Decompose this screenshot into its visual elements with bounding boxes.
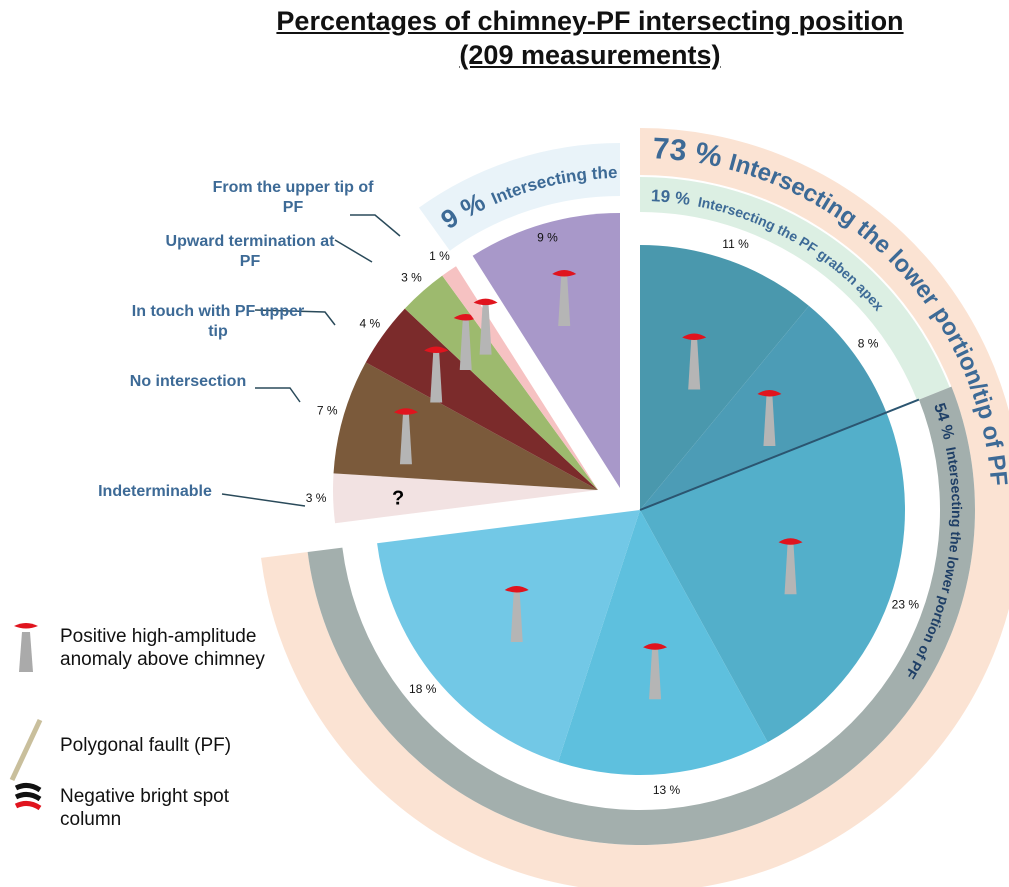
chart-title: Percentages of chimney-PF intersecting p… [276, 6, 904, 36]
anomaly-icon [757, 389, 782, 397]
value-label: 18 % [409, 682, 437, 696]
value-label: 9 % [537, 230, 558, 244]
value-label: 8 % [858, 336, 879, 350]
pie-slice [640, 412, 905, 743]
group-ring [418, 143, 620, 251]
chimney-icon [510, 591, 523, 642]
chimney-icon [688, 339, 701, 390]
value-label: 1 % [429, 249, 450, 263]
value-label: 23 % [892, 598, 920, 612]
category-label: In touch with PF upper tip [131, 303, 305, 340]
chart-subtitle: (209 measurements) [459, 40, 721, 70]
pie-slice [640, 245, 809, 510]
pie-slice [377, 510, 640, 763]
divider [639, 398, 920, 511]
anomaly-icon [393, 408, 418, 415]
value-label: 4 % [360, 316, 381, 330]
value-label: 13 % [653, 783, 681, 797]
pie-slice [640, 305, 887, 510]
pie-slice [333, 362, 598, 490]
anomaly-icon [778, 538, 803, 545]
legend-label: Negative bright spot column [60, 786, 229, 830]
chimney-icon [763, 395, 776, 446]
chimney-icon [479, 304, 492, 355]
legend-icons [9, 623, 43, 811]
unknown-icon: ? [392, 487, 404, 509]
value-label: 3 % [401, 271, 422, 285]
pie-slice [472, 213, 620, 488]
leader-line [334, 239, 373, 263]
legend-icon [14, 800, 42, 811]
chimney-icon [649, 649, 662, 700]
chimney-icon [430, 352, 443, 403]
leader-line [221, 493, 306, 507]
leader-line [254, 309, 336, 326]
pie-slice [365, 308, 598, 490]
value-label: 11 % [722, 237, 749, 251]
legend-label: Polygonal faullt (PF) [60, 735, 232, 756]
anomaly-icon [424, 346, 449, 353]
anomaly-icon [552, 269, 577, 277]
legend-icon [14, 782, 42, 793]
category-label: From the upper tip of PF [212, 179, 374, 216]
chimney-icon [784, 544, 797, 595]
leader-line [255, 387, 301, 403]
legend-icon [14, 791, 42, 802]
anomaly-icon [682, 333, 707, 340]
chimney-icon [459, 319, 472, 370]
legend-label: Positive high-amplitude anomaly above ch… [60, 626, 265, 670]
leader-line [350, 214, 401, 237]
category-label: No intersection [129, 373, 247, 390]
pie-slice [558, 510, 768, 775]
pie-slice [442, 266, 598, 490]
chimney-icon [558, 275, 571, 326]
chimney-icon [399, 414, 412, 465]
value-label: 7 % [317, 403, 338, 417]
category-label: Indeterminable [98, 483, 212, 500]
anomaly-icon [643, 643, 668, 650]
legend-icon [19, 632, 33, 672]
anomaly-icon [504, 585, 529, 593]
pie-slice [333, 473, 598, 524]
category-label: Upward termination at PF [165, 233, 335, 270]
legend-icon [14, 623, 38, 629]
legend-icon [9, 718, 43, 782]
pie-slice [404, 275, 598, 490]
anomaly-icon [473, 298, 498, 306]
value-label: 3 % [306, 491, 327, 505]
group-ring [640, 177, 950, 401]
